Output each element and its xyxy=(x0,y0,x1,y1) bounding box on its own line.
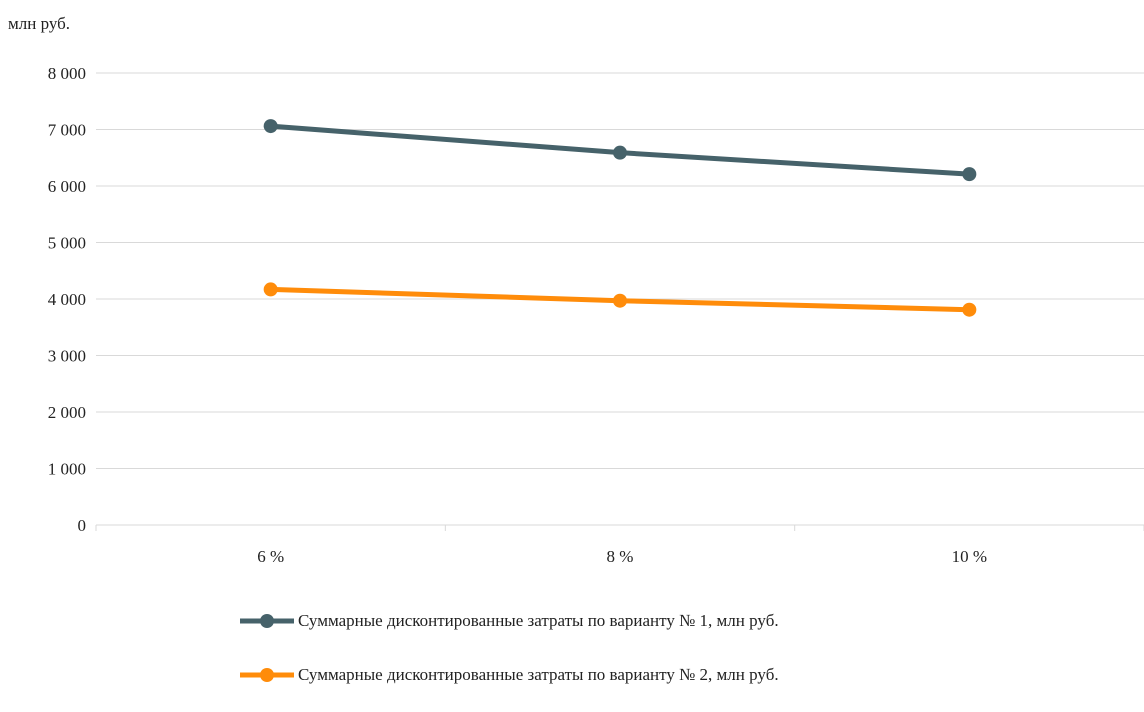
y-tick-label: 3 000 xyxy=(48,347,86,366)
y-axis-unit-label: млн руб. xyxy=(8,14,71,33)
y-tick-label: 5 000 xyxy=(48,234,86,253)
legend-swatch-series-1 xyxy=(240,614,294,628)
y-tick-label: 7 000 xyxy=(48,121,86,140)
legend-label-series-1: Суммарные дисконтированные затраты по ва… xyxy=(298,611,779,630)
y-tick-label: 4 000 xyxy=(48,290,86,309)
series-2-point xyxy=(962,302,977,317)
y-tick-label: 8 000 xyxy=(48,64,86,83)
legend-item-series-2: Суммарные дисконтированные затраты по ва… xyxy=(238,658,779,692)
x-tick-label: 8 % xyxy=(607,547,634,566)
series-lines xyxy=(263,119,977,317)
line-chart: 0 1 000 2 000 3 000 4 000 5 000 6 000 7 000 8 00… xyxy=(48,64,1144,566)
series-1-point xyxy=(613,145,627,160)
series-2-point xyxy=(613,293,627,308)
legend-label-series-2: Суммарные дисконтированные затраты по ва… xyxy=(298,665,779,684)
series-1-point xyxy=(962,167,977,182)
series-2-point xyxy=(263,282,278,297)
y-tick-label: 1 000 xyxy=(48,460,86,479)
legend-item-series-1: Суммарные дисконтированные затраты по ва… xyxy=(238,604,779,638)
y-tick-label: 6 000 xyxy=(48,177,86,196)
y-axis-ticks: 0 1 000 2 000 3 000 4 000 5 000 6 000 7 000 8 00… xyxy=(48,64,86,535)
legend-swatch-series-2 xyxy=(240,668,294,682)
x-tick-label: 10 % xyxy=(952,547,987,566)
x-axis: 6 % 8 % 10 % xyxy=(95,524,1144,566)
y-tick-label: 0 xyxy=(78,516,87,535)
gridlines xyxy=(96,72,1144,469)
y-tick-label: 2 000 xyxy=(48,403,86,422)
x-tick-label: 6 % xyxy=(257,547,284,566)
legend: Суммарные дисконтированные затраты по ва… xyxy=(238,604,779,712)
series-1-point xyxy=(263,119,278,134)
